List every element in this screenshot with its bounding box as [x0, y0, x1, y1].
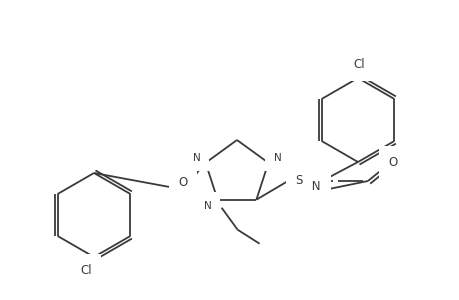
- Text: Cl: Cl: [353, 58, 364, 71]
- Text: S: S: [295, 175, 302, 188]
- Text: N: N: [203, 201, 211, 211]
- Text: N: N: [273, 153, 280, 163]
- Text: O: O: [387, 155, 397, 169]
- Text: N: N: [192, 153, 200, 163]
- Text: Cl: Cl: [80, 263, 92, 277]
- Text: HN: HN: [303, 181, 321, 194]
- Text: O: O: [178, 176, 187, 190]
